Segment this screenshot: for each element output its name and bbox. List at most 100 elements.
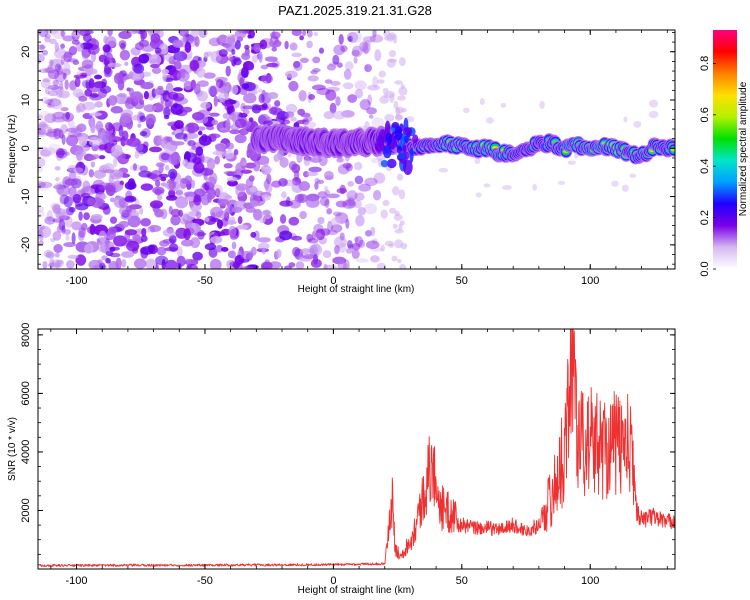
spectrogram-cell (89, 112, 103, 117)
spectrogram-cell (336, 187, 348, 194)
spectrogram-cell (380, 209, 388, 219)
spectrogram-cell (105, 257, 111, 264)
spectrogram-cell (345, 196, 356, 208)
spectrogram-cell (330, 217, 341, 226)
spectrogram-cell (40, 96, 51, 104)
colorbar: 0.0 0.2 0.4 0.6 0.8 Normalized spectral ampl… (699, 30, 749, 277)
spectrogram-cell (363, 45, 369, 55)
spectrogram-cell (38, 240, 44, 245)
spectrogram-cell (372, 189, 382, 201)
spectrogram-cell (183, 80, 193, 91)
spectrogram-cell (172, 39, 184, 48)
spectrogram-cell (379, 129, 387, 144)
spectrogram-cell (121, 258, 127, 268)
spectrogram-cell (65, 234, 70, 241)
spectrogram-cell (78, 211, 83, 221)
spectrogram-cell (56, 225, 66, 233)
spectrogram-cell (358, 239, 366, 248)
spectrogram-cell (204, 243, 217, 251)
spectrogram-cell (224, 149, 235, 160)
spectrogram-cell (139, 131, 148, 137)
spectrogram-cell (200, 101, 211, 109)
spectrogram-cell (332, 110, 346, 120)
spectrogram-cell (133, 95, 144, 100)
spectrogram-cell (229, 260, 242, 268)
spectrogram-cell (353, 56, 358, 64)
spectrogram-cell (105, 250, 114, 257)
spectrogram-cell (259, 39, 268, 50)
snr-y-tick-label: 4000 (20, 440, 32, 464)
spectrogram-cell (154, 102, 165, 113)
spectrogram-cell (172, 87, 183, 92)
spectrogram-cell (398, 86, 408, 96)
spectrogram-cell (367, 94, 373, 106)
spectrogram-cell (55, 148, 65, 159)
spectrogram-cell (166, 65, 173, 70)
spectrogram-cell (38, 157, 46, 168)
spectrogram-cell (39, 44, 45, 52)
spectrogram-cell (77, 144, 91, 152)
spectrogram-frame (37, 29, 676, 270)
spectrogram-cell (121, 251, 135, 258)
spectrogram-cell (334, 245, 340, 255)
spectrogram-cell (409, 148, 414, 163)
spectrogram-cell (56, 65, 63, 76)
spectrogram-cell (170, 214, 181, 226)
spectrogram-cell (229, 228, 236, 239)
spectrogram-cell (39, 234, 44, 242)
spectrogram-cell (162, 228, 176, 237)
spectrogram-cell (329, 102, 337, 114)
spectrogram-cell (94, 74, 103, 80)
spectrogram-cell (621, 184, 629, 192)
spectrogram-cell (310, 70, 318, 75)
spectrogram-cell (391, 255, 398, 262)
spectrogram-y-ticks: -20 -10 0 10 20 (20, 32, 675, 265)
spectrogram-cell (567, 160, 576, 165)
spectrogram-cell (398, 189, 406, 200)
colorbar-label: Normalized spectral amplitude (738, 81, 749, 216)
spectrogram-cell (215, 210, 228, 219)
spectrogram-cell (261, 103, 268, 109)
spectrogram-cell (86, 155, 97, 161)
spectrogram-cell (61, 224, 66, 235)
spectrogram-cell (218, 49, 228, 57)
spectrogram-cell (261, 194, 271, 201)
spectrogram-cell (353, 199, 362, 209)
spectrogram-cell (59, 194, 69, 205)
spectrogram-cell (294, 193, 309, 204)
spectrogram-cell (235, 183, 248, 191)
spectrogram-cell (291, 235, 303, 241)
spectrogram-cell (83, 212, 90, 221)
spectrogram-cell (107, 30, 113, 37)
spectrogram-cell (154, 47, 162, 54)
spectrogram-cell (231, 48, 236, 56)
spectrogram-cell (99, 262, 106, 269)
spectrogram-cell (295, 261, 305, 269)
spectrogram-cell (239, 128, 249, 136)
spectrogram-cell (335, 200, 348, 208)
spectrogram-cell (376, 79, 385, 84)
spectrogram-cell (241, 52, 250, 57)
spectrogram-cell (89, 92, 99, 98)
spectrogram-cell (152, 186, 165, 195)
spectrogram-cell (43, 147, 57, 155)
spectrogram-cell (126, 137, 141, 148)
spectrogram-cell (49, 258, 55, 269)
spectrogram-cell (139, 165, 148, 172)
spectrogram-cell (337, 260, 347, 269)
spectrogram-cell (376, 262, 387, 269)
spectrogram-cell (351, 242, 361, 251)
spectrogram-cell (149, 200, 163, 209)
spectrogram-cell (557, 180, 566, 186)
spectrogram-cell (261, 261, 273, 269)
spectrogram-cell (124, 61, 129, 67)
spectrogram-cell (218, 91, 230, 103)
spectrogram-cell (306, 30, 313, 38)
spectrogram-cell (385, 132, 393, 145)
spectrogram-cell (258, 51, 263, 63)
spectrogram-cell (160, 152, 171, 161)
spectrogram-cell (142, 141, 149, 149)
spectrogram-cell (217, 198, 230, 206)
spectrogram-cell (245, 177, 254, 188)
spectrogram-cell (260, 74, 274, 84)
